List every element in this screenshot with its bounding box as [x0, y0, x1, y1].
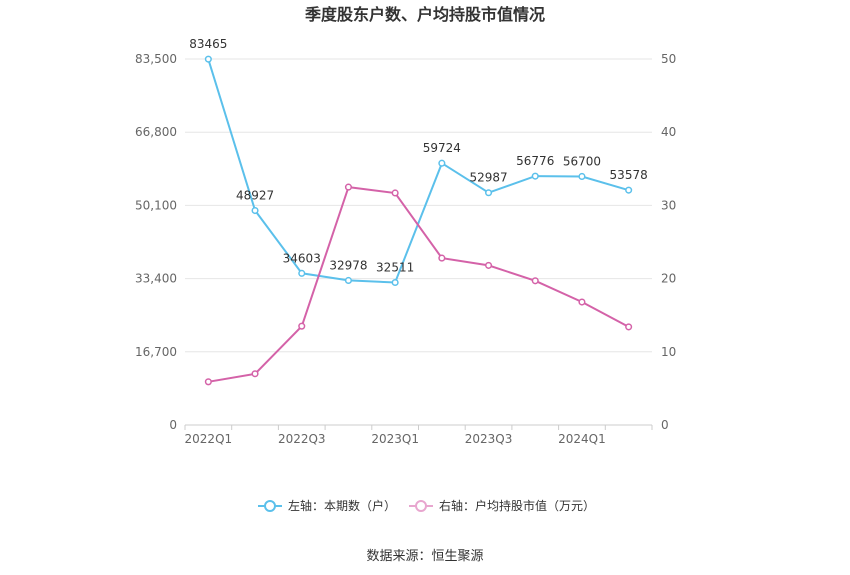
y-left-tick-label: 66,800 [135, 125, 177, 139]
data-point-right [531, 277, 539, 285]
data-point-left [625, 186, 633, 194]
y-right-tick-label: 20 [661, 272, 676, 286]
data-label: 32511 [376, 260, 414, 274]
series-layer [204, 55, 633, 386]
data-point-left [391, 278, 399, 287]
data-point-left [251, 206, 259, 215]
y-right-tick-label: 0 [661, 418, 669, 432]
data-label: 56700 [563, 154, 601, 168]
x-tick-label: 2022Q1 [185, 432, 233, 446]
y-right-tick-label: 50 [661, 52, 676, 66]
y-left-tick-label: 33,400 [135, 272, 177, 286]
y-left-tick-label: 0 [169, 418, 177, 432]
y-right-tick-label: 10 [661, 345, 676, 359]
axes: 0 16,700 33,400 50,100 66,800 83,500 0 10 20 30 40… [135, 52, 676, 446]
data-label: 59724 [423, 141, 461, 155]
source-note: 数据来源：恒生聚源 [366, 549, 483, 564]
data-point-right [578, 298, 586, 306]
x-tick-label: 2023Q3 [465, 432, 513, 446]
data-point-left [344, 276, 353, 284]
x-tick-label: 2023Q1 [371, 432, 419, 446]
data-point-right [344, 183, 353, 191]
legend[interactable]: 左轴：本期数（户） 右轴：户均持股市值（万元） [258, 498, 595, 513]
y-right-tick-label: 30 [661, 198, 676, 212]
data-point-right [438, 254, 446, 262]
data-label: 83465 [189, 37, 227, 51]
grid [185, 58, 652, 426]
data-point-left [531, 172, 539, 180]
x-tick-label: 2022Q3 [278, 432, 326, 446]
data-point-right [625, 323, 633, 331]
y-right-tick-label: 40 [661, 125, 676, 139]
data-point-right [391, 189, 399, 197]
data-point-right [204, 378, 212, 386]
legend-item-right[interactable]: 右轴：户均持股市值（万元） [409, 498, 595, 513]
data-point-right [298, 322, 306, 330]
data-label: 56776 [516, 154, 554, 168]
data-label: 48927 [236, 189, 274, 203]
legend-label-right: 右轴：户均持股市值（万元） [439, 498, 595, 513]
x-tick-label: 2024Q1 [558, 432, 606, 446]
data-label: 52987 [469, 171, 507, 185]
data-label: 34603 [283, 251, 321, 265]
data-point-right [251, 370, 259, 378]
series-line-left [207, 58, 629, 284]
data-labels: 83465 48927 34603 32978 32511 59724 52987 56776… [189, 37, 647, 274]
data-label: 32978 [329, 258, 367, 272]
data-point-left [204, 55, 212, 63]
y-left-tick-label: 50,100 [135, 198, 177, 212]
legend-marker-right [415, 500, 427, 512]
chart-title: 季度股东户数、户均持股市值情况 [304, 5, 545, 24]
series-line-right [208, 186, 630, 383]
data-point-left [485, 189, 493, 197]
y-left-tick-label: 16,700 [135, 345, 177, 359]
data-point-left [438, 159, 446, 167]
legend-label-left: 左轴：本期数（户） [288, 498, 396, 513]
data-point-right [485, 261, 493, 269]
y-left-tick-label: 83,500 [135, 52, 177, 66]
data-point-left [578, 172, 586, 181]
data-label: 53578 [610, 168, 648, 182]
data-point-left [298, 269, 306, 277]
legend-marker-left [264, 500, 276, 512]
legend-item-left[interactable]: 左轴：本期数（户） [258, 498, 396, 513]
